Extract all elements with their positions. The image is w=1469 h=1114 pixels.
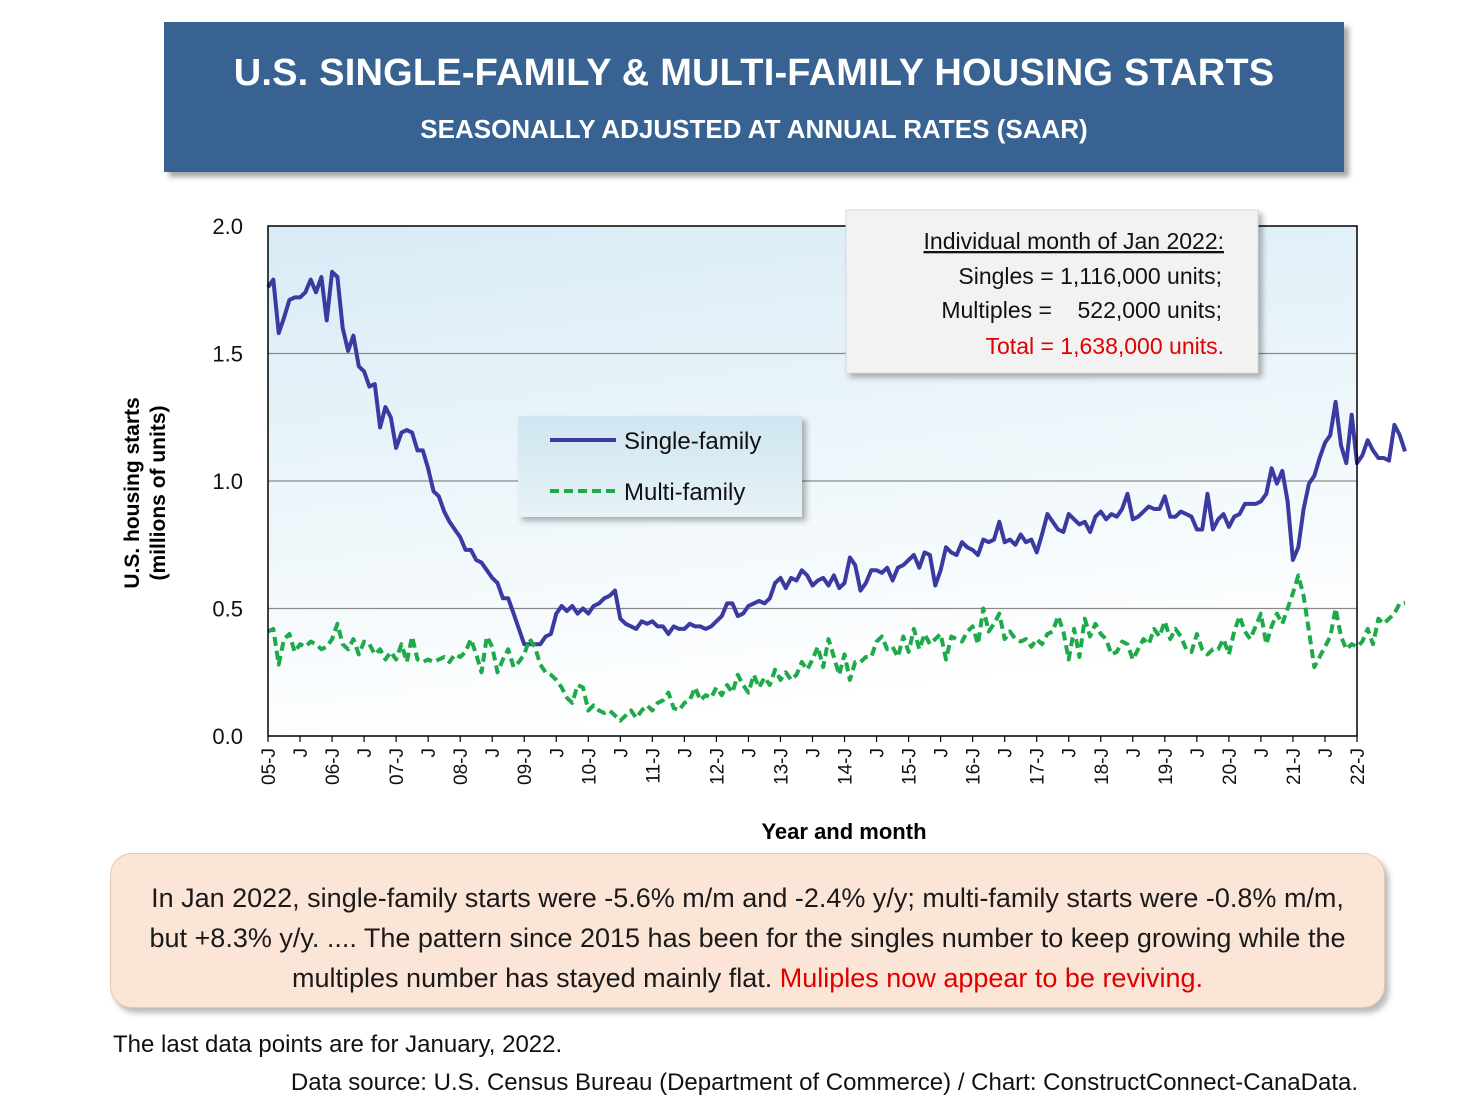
x-tick-label: J [291, 748, 312, 758]
commentary-box: In Jan 2022, single-family starts were -… [110, 853, 1385, 1008]
x-tick-label: 13-J [771, 748, 792, 785]
x-tick-label: J [1124, 748, 1145, 758]
x-tick-label: J [483, 748, 504, 758]
x-tick-label: 21-J [1284, 748, 1305, 785]
title-banner: U.S. SINGLE-FAMILY & MULTI-FAMILY HOUSIN… [164, 22, 1344, 172]
x-tick-label: 12-J [707, 748, 728, 785]
x-tick-label: J [675, 748, 696, 758]
commentary-text: In Jan 2022, single-family starts were -… [149, 883, 1346, 993]
y-tick-label: 1.5 [212, 342, 243, 367]
info-heading: Individual month of Jan 2022: [924, 228, 1224, 254]
info-total: Total = 1,638,000 units. [986, 333, 1224, 359]
x-tick-label: 14-J [836, 748, 857, 785]
chart-title: U.S. SINGLE-FAMILY & MULTI-FAMILY HOUSIN… [233, 52, 1275, 94]
x-tick-label: J [1252, 748, 1273, 758]
x-tick-label: J [739, 748, 760, 758]
y-tick-label: 0.5 [212, 597, 243, 622]
x-tick-label: 19-J [1156, 748, 1177, 785]
info-multiples: Multiples = 522,000 units; [941, 297, 1222, 323]
x-tick-label: 16-J [964, 748, 985, 785]
x-tick-label: 07-J [387, 748, 408, 785]
commentary-highlight: Muliples now appear to be reviving. [779, 963, 1203, 993]
x-tick-label: 15-J [900, 748, 921, 785]
x-tick-label: 06-J [323, 748, 344, 785]
x-tick-label: J [868, 748, 889, 758]
info-box: Individual month of Jan 2022: Singles = … [845, 209, 1259, 374]
x-tick-label: J [1316, 748, 1337, 758]
data-source: Data source: U.S. Census Bureau (Departm… [290, 1069, 1358, 1096]
legend-label-multi: Multi-family [624, 479, 745, 506]
x-tick-label: J [355, 748, 376, 758]
x-tick-label: 05-J [259, 748, 280, 785]
info-singles: Singles = 1,116,000 units; [958, 263, 1222, 289]
x-tick-label: J [996, 748, 1017, 758]
x-tick-label: 17-J [1028, 748, 1049, 785]
y-tick-label: 2.0 [212, 214, 243, 239]
series-line-single-family [266, 269, 1407, 647]
x-tick-label: 11-J [643, 748, 664, 784]
x-tick-label: J [1060, 748, 1081, 758]
legend: Single-family Multi-family [518, 416, 802, 517]
y-axis-title-line1: U.S. housing starts [121, 397, 144, 588]
x-tick-label: 10-J [579, 748, 600, 785]
y-axis-title-line2: (millions of units) [147, 406, 170, 581]
x-tick-label: J [1188, 748, 1209, 758]
legend-label-single: Single-family [624, 428, 761, 455]
y-tick-label: 0.0 [212, 724, 243, 749]
last-data-note: The last data points are for January, 20… [113, 1031, 563, 1058]
series-line-multi-family [267, 573, 1406, 723]
x-tick-label: J [932, 748, 953, 758]
x-tick-label: J [547, 748, 568, 758]
x-tick-label: 20-J [1220, 748, 1241, 785]
x-tick-label: 18-J [1092, 748, 1113, 785]
x-tick-label: 22-J [1348, 748, 1369, 785]
x-tick-label: J [419, 748, 440, 758]
x-tick-label: J [804, 748, 825, 758]
x-tick-label: 09-J [515, 748, 536, 785]
x-axis-title: Year and month [761, 819, 926, 844]
y-tick-label: 1.0 [212, 469, 243, 494]
x-tick-label: J [611, 748, 632, 758]
chart-subtitle: SEASONALLY ADJUSTED AT ANNUAL RATES (SAA… [420, 114, 1088, 144]
x-tick-label: 08-J [451, 748, 472, 785]
